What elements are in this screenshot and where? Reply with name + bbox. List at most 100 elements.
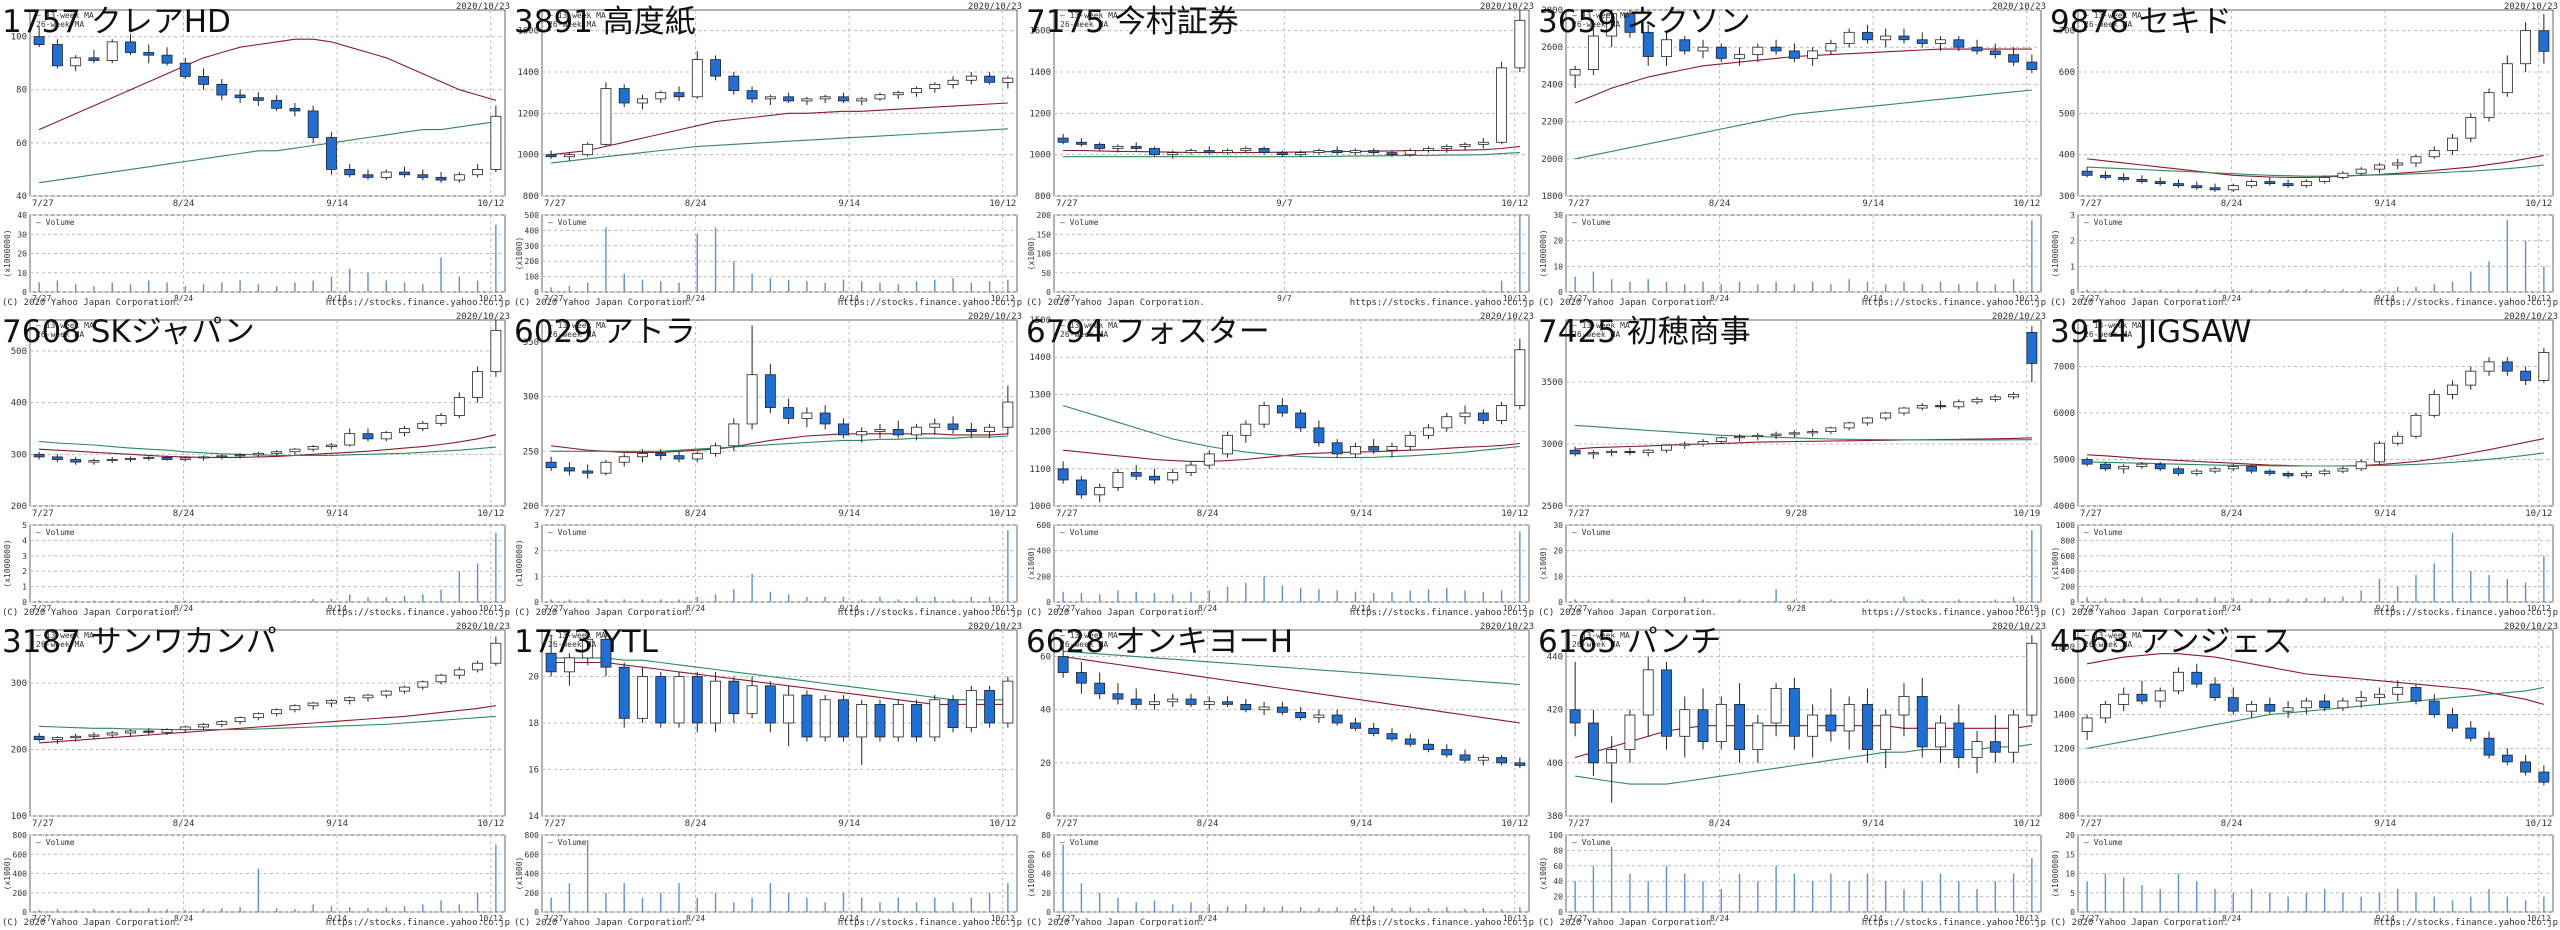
price-tick-label: 3000	[1541, 440, 1563, 450]
candle-body	[1661, 39, 1672, 57]
candle-body	[326, 700, 337, 704]
volume-x-tick-label: 8/24	[174, 604, 193, 613]
chart-panel: 2500 3000 3500 7/27 9/28 10/19 — 13-week MA 26…	[1538, 312, 2046, 618]
candle-body	[2081, 170, 2093, 176]
candle-body	[1916, 39, 1928, 44]
candle-body	[691, 59, 703, 98]
legend-volume: — Volume	[36, 218, 75, 227]
candle-body	[198, 76, 209, 85]
volume-tick-label: 400	[525, 226, 540, 235]
volume-tick-label: 0	[1046, 908, 1051, 917]
candle-body	[161, 54, 173, 64]
candle-body	[819, 412, 831, 425]
candle-body	[984, 426, 996, 432]
candle-body	[179, 457, 191, 460]
legend-ma13: — 13-week MA	[548, 631, 606, 640]
x-tick-label: 7/27	[2080, 199, 2102, 209]
volume-x-tick-label: 9/14	[1864, 914, 1883, 923]
candle-body	[1843, 704, 1855, 732]
volume-tick-label: 800	[2061, 536, 2076, 545]
candle-body	[1276, 706, 1288, 713]
candle-body	[1898, 407, 1910, 414]
candle-body	[2118, 176, 2130, 180]
candle-body	[673, 92, 685, 98]
x-tick-label: 9/7	[1276, 199, 1292, 209]
candle-body	[1331, 150, 1343, 154]
candle-body	[1862, 31, 1873, 41]
candle-body	[911, 704, 922, 738]
candle-body	[417, 681, 429, 688]
volume-x-tick-label: 10/12	[479, 914, 503, 923]
copyright-text: (C) 2020 Yahoo Japan Corporation.	[2, 298, 181, 308]
legend-volume: — Volume	[1572, 528, 1611, 537]
candle-body	[1807, 50, 1819, 59]
candle-body	[88, 734, 100, 737]
x-tick-label: 7/27	[544, 199, 566, 209]
candle-body	[1295, 412, 1307, 429]
price-plot-area	[29, 629, 506, 817]
x-tick-label: 10/12	[1501, 509, 1528, 519]
x-tick-label: 10/12	[2525, 819, 2552, 829]
x-tick-label: 9/14	[1862, 199, 1884, 209]
volume-tick-label: 10	[1553, 572, 1563, 581]
price-tick-label: 4000	[2053, 502, 2075, 512]
volume-tick-label: 200	[2061, 583, 2076, 592]
ma13-line	[1063, 442, 1520, 462]
volume-tick-label: 5	[22, 521, 27, 530]
price-tick-label: 1000	[1029, 502, 1051, 512]
price-tick-label: 60	[1040, 653, 1051, 663]
chart-panel: 1800 2000 2200 2400 2600 2800 7/27 8/24 9/14 10/1…	[1538, 2, 2046, 308]
candle-body	[1971, 46, 1983, 52]
volume-tick-label: 400	[2061, 567, 2076, 576]
x-tick-label: 7/27	[1056, 509, 1078, 519]
chart-date: 2020/10/23	[1992, 312, 2046, 322]
price-tick-label: 800	[1035, 192, 1051, 202]
candle-body	[2209, 683, 2221, 699]
candle-body	[1276, 405, 1288, 414]
volume-x-tick-label: 7/27	[1568, 604, 1587, 613]
candle-body	[1350, 722, 1361, 729]
candle-body	[947, 79, 959, 85]
price-tick-label: 300	[11, 679, 27, 689]
candle-body	[70, 459, 82, 463]
price-tick-label: 2000	[1541, 155, 1563, 165]
volume-x-tick-label: 9/14	[840, 914, 859, 923]
volume-x-tick-label: 8/24	[686, 604, 705, 613]
candle-body	[1477, 141, 1489, 145]
source-url: https://stocks.finance.yahoo.co.jp	[2374, 608, 2558, 618]
candle-body	[1898, 35, 1910, 41]
chart-panel: 800 1000 1200 1400 1600 1800 7/27 8/24 9/14 10/12…	[2050, 622, 2558, 928]
candle-body	[783, 694, 795, 724]
candle-body	[2191, 185, 2203, 189]
candle-body	[1423, 427, 1434, 436]
price-plot-area	[2077, 9, 2554, 197]
volume-x-tick-label: 7/27	[1568, 294, 1587, 303]
candle-body	[234, 454, 246, 457]
candle-body	[2264, 704, 2276, 712]
candle-body	[106, 41, 118, 61]
volume-tick-label: 20	[1553, 547, 1563, 556]
candle-body	[2173, 183, 2184, 187]
candle-body	[947, 423, 959, 430]
price-tick-label: 18	[528, 719, 539, 729]
chart-panel: 300 400 500 600 700 7/27 8/24 9/14 10/12 — 13-wee…	[2050, 2, 2558, 308]
candle-body	[911, 88, 922, 94]
x-tick-label: 9/14	[326, 509, 348, 519]
candle-body	[819, 699, 831, 738]
candle-body	[2154, 690, 2166, 702]
x-tick-label: 8/24	[1709, 199, 1731, 209]
candle-body	[1825, 714, 1837, 732]
candle-body	[1222, 434, 1233, 455]
candle-body	[1368, 727, 1380, 735]
legend-ma26: 26-week MA	[1572, 330, 1620, 339]
ma26-line	[1063, 152, 1520, 158]
price-tick-label: 1400	[517, 68, 539, 78]
candle-body	[874, 429, 886, 433]
x-tick-label: 8/24	[2221, 819, 2243, 829]
volume-x-tick-label: 8/24	[174, 914, 193, 923]
chart-date: 2020/10/23	[456, 622, 510, 632]
volume-unit-label: (x1000000)	[1539, 229, 1548, 277]
ma26-line	[1062, 405, 1520, 459]
